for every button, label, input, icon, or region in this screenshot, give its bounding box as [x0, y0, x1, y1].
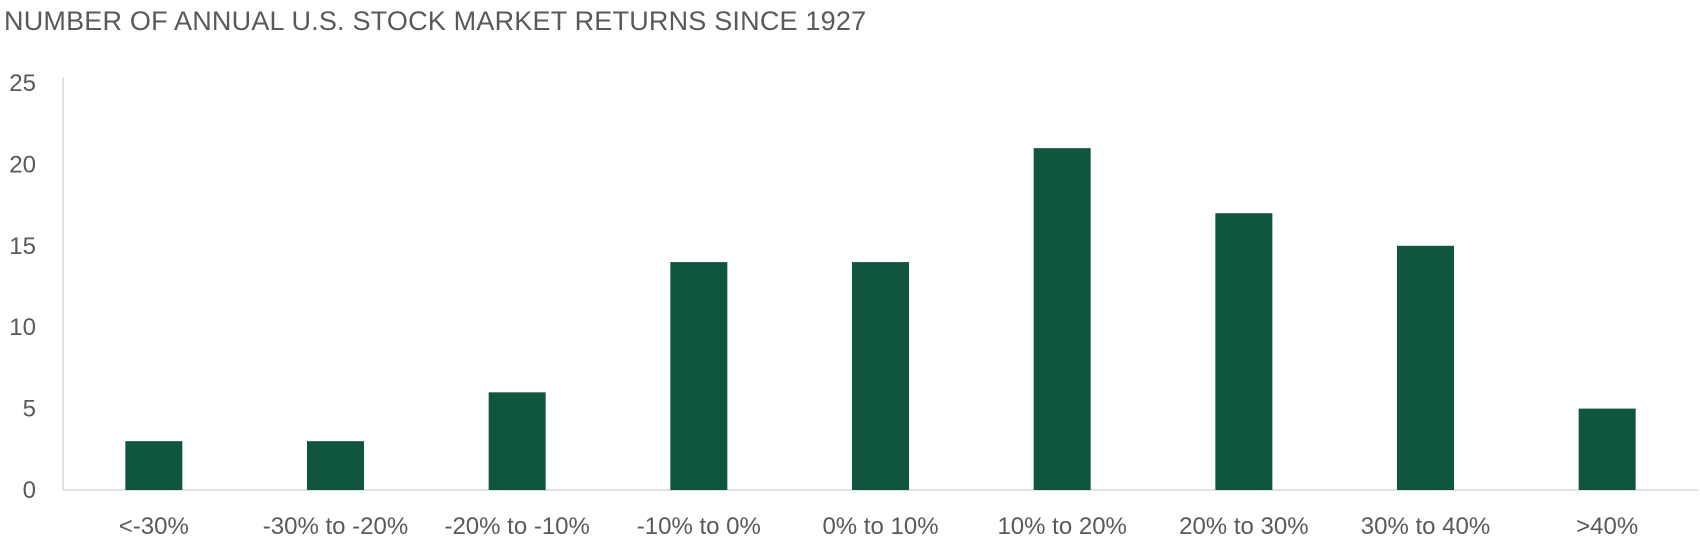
y-tick-label: 15 — [9, 233, 36, 260]
bar — [852, 262, 909, 490]
bar — [488, 392, 546, 490]
y-axis: 0 5 10 15 20 25 — [9, 70, 64, 504]
x-tick-label: >40% — [1576, 513, 1638, 540]
x-tick-label: 30% to 40% — [1361, 513, 1490, 540]
bar — [1215, 213, 1273, 491]
y-tick-label: 10 — [9, 314, 36, 341]
y-tick-label: 20 — [9, 151, 36, 178]
x-tick-label: -30% to -20% — [263, 513, 408, 540]
x-tick-label: -20% to -10% — [444, 513, 589, 540]
y-tick-label: 5 — [23, 396, 36, 423]
bar — [1397, 245, 1454, 490]
x-tick-label: <-30% — [119, 513, 189, 540]
bar — [125, 441, 183, 490]
y-tick-label: 0 — [23, 477, 36, 504]
x-tick-label: 10% to 20% — [997, 513, 1126, 540]
bar — [1033, 148, 1091, 490]
x-tick-label: 0% to 10% — [822, 513, 938, 540]
bars — [125, 148, 1636, 491]
bar — [307, 441, 364, 490]
chart-title: NUMBER OF ANNUAL U.S. STOCK MARKET RETUR… — [4, 6, 867, 36]
x-axis: <-30% -30% to -20% -20% to -10% -10% to 0% 0… — [63, 489, 1698, 540]
y-tick-label: 25 — [9, 70, 36, 97]
bar — [1578, 408, 1636, 490]
x-tick-label: 20% to 30% — [1179, 513, 1308, 540]
bar — [670, 262, 728, 490]
x-tick-label: -10% to 0% — [637, 513, 761, 540]
